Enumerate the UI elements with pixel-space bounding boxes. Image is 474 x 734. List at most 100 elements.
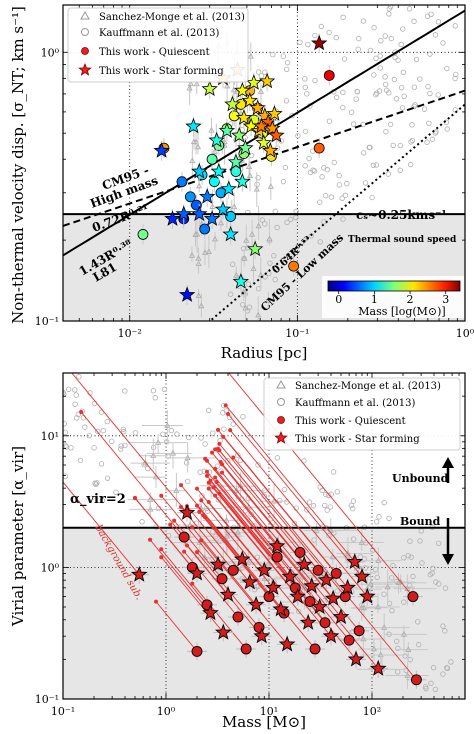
- kauffmann-point: [74, 415, 80, 421]
- original-point: [213, 475, 218, 480]
- kauffmann-point: [197, 469, 203, 475]
- legend-quiescent: This work - Quiescent: [99, 47, 210, 58]
- sanchez-monge-point: [223, 532, 231, 539]
- kauffmann-point: [267, 260, 273, 266]
- sanchez-monge-point: [265, 560, 272, 567]
- legend-circle-open-marker: [277, 398, 285, 406]
- starforming-point: [214, 200, 232, 217]
- kauffmann-point: [353, 96, 359, 102]
- starforming-point: [220, 180, 237, 196]
- starforming-point: [214, 623, 232, 640]
- original-point: [204, 469, 209, 474]
- kauffmann-point: [407, 161, 414, 168]
- kauffmann-point: [77, 457, 84, 464]
- top-plot-frame: [62, 4, 466, 322]
- kauffmann-point: [386, 90, 392, 96]
- kauffmann-point: [214, 463, 221, 469]
- quiescent-point: [178, 531, 190, 543]
- kauffmann-point: [408, 554, 414, 560]
- original-point: [179, 504, 184, 509]
- original-point: [195, 503, 199, 508]
- kauffmann-point: [245, 281, 252, 287]
- kauffmann-point: [312, 77, 318, 84]
- quiescent-point: [294, 546, 306, 558]
- starforming-point: [241, 92, 258, 108]
- starforming-point: [227, 153, 245, 170]
- starforming-point: [222, 225, 239, 242]
- kauffmann-point: [295, 133, 301, 139]
- kauffmann-point: [317, 199, 323, 205]
- starforming-point: [347, 650, 365, 667]
- kauffmann-point: [444, 126, 451, 132]
- sanchez-monge-point: [192, 231, 199, 237]
- kauffmann-point: [336, 172, 342, 179]
- original-point: [30, 443, 34, 447]
- kauffmann-point: [174, 431, 180, 437]
- background-sub-track: [186, 505, 251, 583]
- original-point: [159, 547, 164, 552]
- sanchez-monge-point: [231, 203, 238, 210]
- starforming-point: [188, 564, 206, 581]
- kauffmann-point: [229, 261, 236, 267]
- kauffmann-point: [435, 19, 442, 25]
- kauffmann-point: [429, 136, 436, 142]
- kauffmann-point: [283, 98, 290, 104]
- sanchez-monge-point: [250, 265, 257, 271]
- sanchez-monge-point: [240, 288, 247, 295]
- sanchez-monge-point: [224, 82, 231, 89]
- starforming-point: [258, 72, 276, 89]
- kauffmann-point: [282, 164, 289, 171]
- kauffmann-point: [306, 499, 313, 505]
- alpha-vir-2-label: α_vir=2: [70, 492, 126, 507]
- original-point: [217, 441, 222, 446]
- kauffmann-point: [117, 446, 124, 452]
- kauffmann-point: [334, 588, 341, 594]
- kauffmann-point: [104, 475, 111, 481]
- kauffmann-point: [350, 505, 356, 512]
- sanchez-monge-point: [375, 557, 382, 563]
- sanchez-monge-point: [164, 422, 171, 428]
- kauffmann-point: [411, 103, 417, 110]
- sanchez-monge-point: [404, 672, 411, 678]
- starforming-point: [218, 122, 236, 138]
- original-point: [217, 491, 222, 496]
- kauffmann-point: [283, 66, 290, 73]
- kauffmann-point: [405, 553, 411, 559]
- kauffmann-point: [280, 178, 287, 185]
- kauffmann-point: [92, 480, 98, 486]
- kauffmann-point: [369, 194, 375, 201]
- bottom-legend: Sanchez-Monge et al. (2013) Kauffmann et…: [263, 377, 461, 451]
- kauffmann-point: [186, 434, 192, 441]
- quiescent-point: [304, 596, 316, 608]
- kauffmann-point: [272, 276, 278, 283]
- kauffmann-point: [416, 641, 422, 648]
- starforming-point: [369, 659, 387, 676]
- sanchez-monge-point: [247, 52, 254, 59]
- kauffmann-point: [442, 585, 449, 591]
- sanchez-monge-point: [194, 143, 202, 150]
- kauffmann-point: [205, 407, 212, 414]
- sanchez-monge-point: [169, 449, 177, 456]
- kauffmann-point: [417, 538, 423, 544]
- quiescent-point: [199, 223, 211, 235]
- kauffmann-point: [440, 623, 446, 629]
- kauffmann-point: [435, 540, 442, 546]
- starforming-point: [153, 142, 170, 158]
- kauffmann-point: [291, 520, 298, 527]
- background-sub-track: [208, 501, 309, 623]
- original-point: [220, 470, 225, 475]
- kauffmann-point: [340, 89, 346, 96]
- starforming-point: [246, 240, 264, 257]
- sanchez-monge-point: [384, 583, 391, 590]
- starforming-point: [353, 567, 371, 584]
- kauffmann-point: [255, 175, 261, 181]
- kauffmann-point: [235, 452, 241, 458]
- kauffmann-point: [432, 686, 439, 693]
- kauffmann-point: [293, 215, 299, 221]
- kauffmann-point: [284, 219, 290, 226]
- kauffmann-point: [421, 106, 428, 112]
- starforming-point: [232, 273, 250, 289]
- original-point: [159, 555, 164, 560]
- kauffmann-point: [63, 421, 67, 427]
- kauffmann-point: [442, 628, 448, 634]
